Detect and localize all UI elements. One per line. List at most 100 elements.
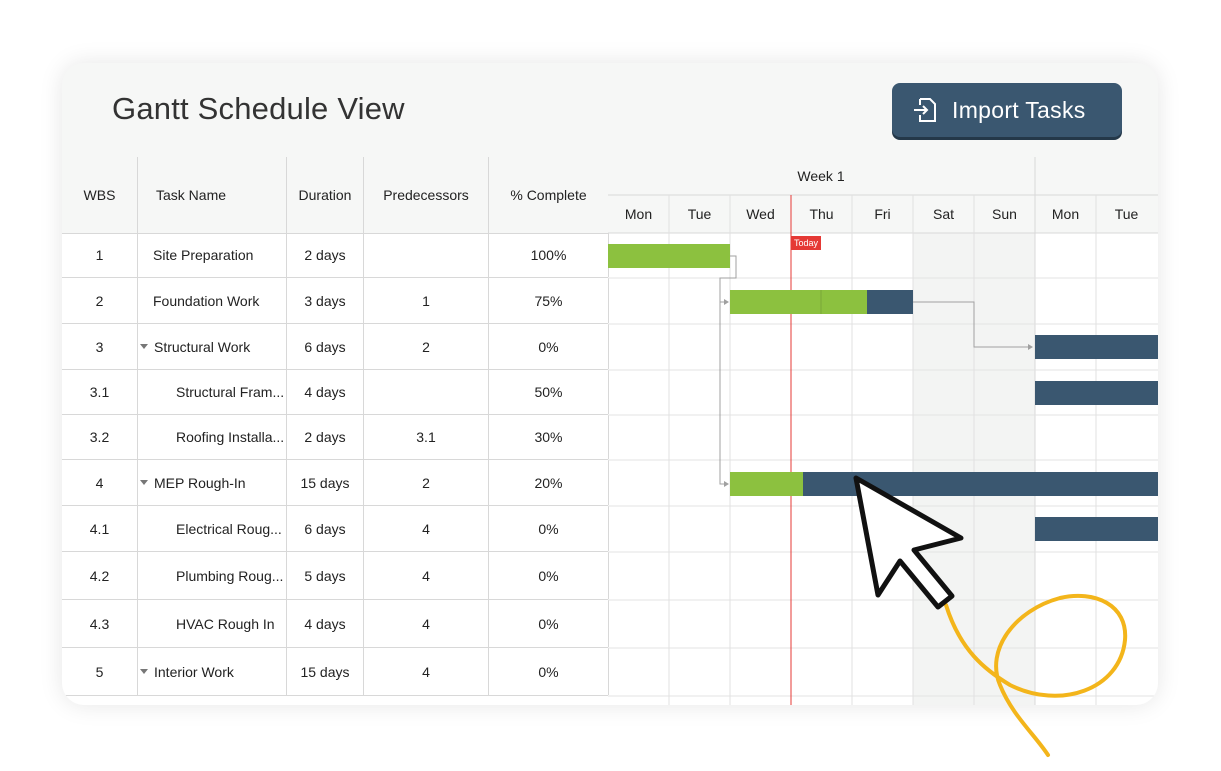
table-row[interactable]: 3 Structural Work 6 days 2 0% bbox=[62, 324, 609, 370]
task-name-cell: Roofing Installa... bbox=[138, 415, 287, 459]
grid-header: WBS Task Name Duration Predecessors % Co… bbox=[62, 157, 609, 234]
predecessors-cell: 4 bbox=[364, 648, 489, 695]
task-name-cell: Plumbing Roug... bbox=[138, 552, 287, 599]
predecessors-header[interactable]: Predecessors bbox=[364, 157, 489, 233]
predecessors-cell: 3.1 bbox=[364, 415, 489, 459]
task-name-text: Foundation Work bbox=[153, 292, 260, 309]
duration-header[interactable]: Duration bbox=[287, 157, 364, 233]
day-label: Wed bbox=[746, 206, 775, 222]
page-title: Gantt Schedule View bbox=[112, 91, 405, 126]
predecessors-cell: 4 bbox=[364, 600, 489, 647]
task-name-header[interactable]: Task Name bbox=[138, 157, 287, 233]
gantt-chart: Week 1 Mon Tue Wed Thu Fri Sat Sun Mon Tue Today bbox=[608, 157, 1158, 705]
duration-cell: 3 days bbox=[287, 278, 364, 323]
task-name-text: Structural Work bbox=[154, 338, 251, 355]
predecessors-cell: 2 bbox=[364, 324, 489, 369]
complete-cell: 0% bbox=[489, 648, 609, 695]
predecessors-cell: 2 bbox=[364, 460, 489, 505]
task-name-cell: Electrical Roug... bbox=[138, 506, 287, 551]
gantt-grid: WBS Task Name Duration Predecessors % Co… bbox=[62, 157, 1158, 705]
table-row[interactable]: 3.1 Structural Fram... 4 days 50% bbox=[62, 370, 609, 415]
duration-cell: 6 days bbox=[287, 324, 364, 369]
import-icon bbox=[914, 98, 936, 122]
complete-cell: 30% bbox=[489, 415, 609, 459]
today-badge: Today bbox=[791, 236, 822, 250]
day-label: Thu bbox=[809, 206, 834, 222]
duration-cell: 4 days bbox=[287, 600, 364, 647]
expand-caret-icon[interactable] bbox=[140, 344, 148, 349]
table-row[interactable]: 4 MEP Rough-In 15 days 2 20% bbox=[62, 460, 609, 506]
wbs-cell: 3.2 bbox=[62, 415, 138, 459]
task-name-text: Site Preparation bbox=[153, 247, 254, 263]
task-name-cell: Foundation Work bbox=[138, 278, 287, 323]
complete-cell: 0% bbox=[489, 324, 609, 369]
task-name-text: HVAC Rough In bbox=[176, 615, 275, 632]
complete-cell: 20% bbox=[489, 460, 609, 505]
day-label: Fri bbox=[874, 206, 891, 222]
duration-cell: 6 days bbox=[287, 506, 364, 551]
expand-caret-icon[interactable] bbox=[140, 669, 148, 674]
table-row[interactable]: 3.2 Roofing Installa... 2 days 3.1 30% bbox=[62, 415, 609, 460]
wbs-cell: 1 bbox=[62, 233, 138, 277]
table-row[interactable]: 4.1 Electrical Roug... 6 days 4 0% bbox=[62, 506, 609, 552]
dependency-arrow-icon bbox=[1028, 344, 1033, 350]
task-name-cell: Structural Work bbox=[138, 324, 287, 369]
wbs-cell: 2 bbox=[62, 278, 138, 323]
task-name-text: Roofing Installa... bbox=[176, 429, 285, 445]
task-progress bbox=[730, 290, 867, 314]
task-name-text: MEP Rough-In bbox=[154, 474, 246, 491]
table-row[interactable]: 4.2 Plumbing Roug... 5 days 4 0% bbox=[62, 552, 609, 600]
task-bar bbox=[1035, 381, 1158, 405]
gantt-card: Gantt Schedule View Import Tasks WBS Tas… bbox=[62, 63, 1158, 705]
duration-cell: 4 days bbox=[287, 370, 364, 414]
duration-cell: 2 days bbox=[287, 415, 364, 459]
duration-cell: 15 days bbox=[287, 460, 364, 505]
task-bar bbox=[1035, 517, 1158, 541]
complete-cell: 100% bbox=[489, 233, 609, 277]
dependency-arrow-icon bbox=[724, 481, 729, 487]
task-bar bbox=[1035, 335, 1158, 359]
complete-cell: 75% bbox=[489, 278, 609, 323]
predecessors-cell: 1 bbox=[364, 278, 489, 323]
wbs-cell: 4.1 bbox=[62, 506, 138, 551]
complete-cell: 0% bbox=[489, 506, 609, 551]
duration-cell: 15 days bbox=[287, 648, 364, 695]
table-row[interactable]: 4.3 HVAC Rough In 4 days 4 0% bbox=[62, 600, 609, 648]
predecessors-cell: 4 bbox=[364, 506, 489, 551]
wbs-cell: 3.1 bbox=[62, 370, 138, 414]
complete-cell: 0% bbox=[489, 600, 609, 647]
wbs-cell: 4.2 bbox=[62, 552, 138, 599]
table-row[interactable]: 2 Foundation Work 3 days 1 75% bbox=[62, 278, 609, 324]
expand-caret-icon[interactable] bbox=[140, 480, 148, 485]
table-row[interactable]: 1 Site Preparation 2 days 100% bbox=[62, 233, 609, 278]
import-tasks-label: Import Tasks bbox=[952, 96, 1086, 123]
complete-cell: 50% bbox=[489, 370, 609, 414]
next-week-header bbox=[1035, 157, 1158, 195]
week-label: Week 1 bbox=[797, 168, 845, 184]
predecessors-cell: 4 bbox=[364, 552, 489, 599]
duration-cell: 2 days bbox=[287, 233, 364, 277]
dependency-line bbox=[719, 302, 728, 485]
wbs-header[interactable]: WBS bbox=[62, 157, 138, 233]
task-name-cell: Interior Work bbox=[138, 648, 287, 695]
predecessors-cell bbox=[364, 233, 489, 277]
task-name-text: Interior Work bbox=[154, 663, 234, 680]
day-label: Sun bbox=[992, 206, 1017, 222]
task-progress bbox=[608, 244, 730, 268]
predecessors-cell bbox=[364, 370, 489, 414]
wbs-cell: 4 bbox=[62, 460, 138, 505]
day-label: Sat bbox=[932, 206, 954, 222]
import-tasks-button[interactable]: Import Tasks bbox=[892, 83, 1122, 137]
table-row[interactable]: 5 Interior Work 15 days 4 0% bbox=[62, 648, 609, 696]
task-name-cell: Site Preparation bbox=[138, 233, 287, 277]
task-name-text: Electrical Roug... bbox=[176, 520, 282, 537]
wbs-cell: 4.3 bbox=[62, 600, 138, 647]
task-name-cell: MEP Rough-In bbox=[138, 460, 287, 505]
dependency-arrow-icon bbox=[724, 299, 729, 305]
dependency-line bbox=[913, 301, 1032, 348]
duration-cell: 5 days bbox=[287, 552, 364, 599]
day-label: Mon bbox=[624, 206, 653, 222]
dependency-line bbox=[719, 255, 737, 303]
day-label: Mon bbox=[1051, 206, 1080, 222]
complete-header[interactable]: % Complete bbox=[489, 157, 609, 233]
